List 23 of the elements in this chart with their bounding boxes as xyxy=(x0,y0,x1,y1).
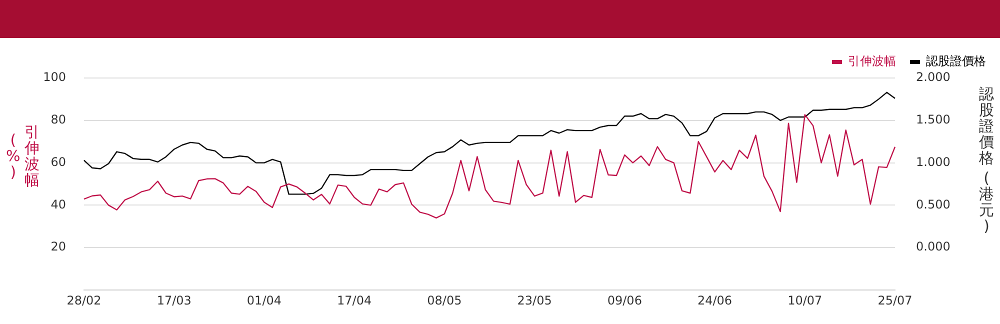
x-tick-label: 08/05 xyxy=(427,293,462,308)
y2-tick-label: 2.000 xyxy=(916,70,950,84)
y-tick-label: 100 xyxy=(43,70,66,84)
y-tick-label: 40 xyxy=(50,197,66,212)
y-tick-label: 20 xyxy=(50,240,66,254)
y2-tick-label: 0.500 xyxy=(916,197,950,212)
y-tick-label: 80 xyxy=(50,112,66,127)
legend-label: 認股證價格 xyxy=(926,54,986,68)
x-tick-label: 17/04 xyxy=(337,293,372,308)
text: 認股證價格 (港元) xyxy=(979,85,994,235)
y2-tick-label: 0.000 xyxy=(916,240,950,254)
y2-tick-label: 1.000 xyxy=(916,154,950,169)
x-tick-label: 17/03 xyxy=(156,293,192,308)
x-tick-label: 28/02 xyxy=(66,293,102,308)
x-tick-label: 10/07 xyxy=(788,293,822,308)
x-tick-label: 09/06 xyxy=(607,293,642,308)
x-tick-label: 25/07 xyxy=(878,293,912,308)
x-tick-label: 24/06 xyxy=(697,293,732,308)
y-tick-label: 60 xyxy=(50,154,66,169)
y2-tick-label: 1.500 xyxy=(916,112,950,127)
x-tick-label: 01/04 xyxy=(246,293,282,308)
x-tick-label: 23/05 xyxy=(517,293,552,308)
legend-label: 引伸波幅 xyxy=(848,54,896,68)
